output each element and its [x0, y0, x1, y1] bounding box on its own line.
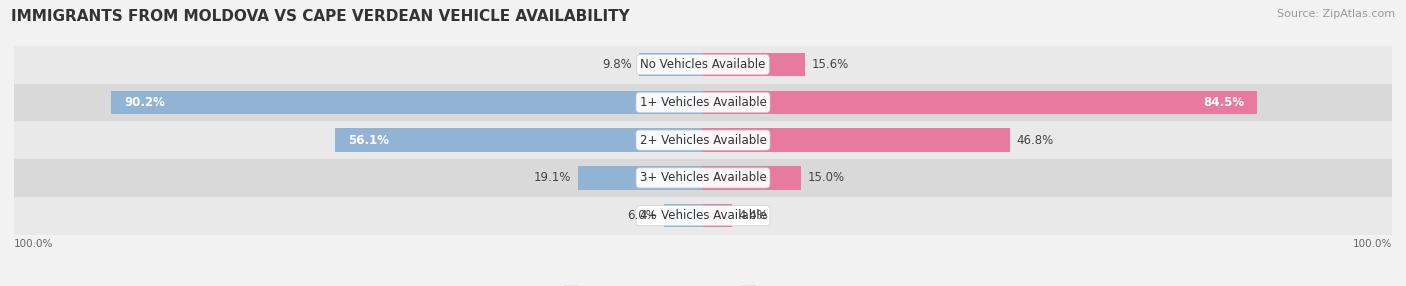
Bar [14, 121, 1392, 159]
Text: 4.4%: 4.4% [738, 209, 768, 222]
Text: 56.1%: 56.1% [349, 134, 389, 147]
Text: 3+ Vehicles Available: 3+ Vehicles Available [640, 171, 766, 184]
Text: 84.5%: 84.5% [1204, 96, 1244, 109]
Text: 6.0%: 6.0% [627, 209, 657, 222]
Bar [578, 166, 703, 190]
Bar [703, 166, 801, 190]
Legend: Immigrants from Moldova, Cape Verdean: Immigrants from Moldova, Cape Verdean [560, 281, 846, 286]
Bar [14, 197, 1392, 235]
Bar [703, 91, 1257, 114]
Bar [335, 128, 703, 152]
Bar [703, 204, 733, 227]
Bar [14, 159, 1392, 197]
Text: IMMIGRANTS FROM MOLDOVA VS CAPE VERDEAN VEHICLE AVAILABILITY: IMMIGRANTS FROM MOLDOVA VS CAPE VERDEAN … [11, 9, 630, 23]
Text: 2+ Vehicles Available: 2+ Vehicles Available [640, 134, 766, 147]
Bar [664, 204, 703, 227]
Text: 46.8%: 46.8% [1017, 134, 1054, 147]
Text: 15.6%: 15.6% [811, 58, 849, 71]
Bar [14, 84, 1392, 121]
Bar [14, 46, 1392, 84]
Bar [111, 91, 703, 114]
Text: 100.0%: 100.0% [1353, 239, 1392, 249]
Bar [638, 53, 703, 76]
Text: 9.8%: 9.8% [602, 58, 633, 71]
Text: Source: ZipAtlas.com: Source: ZipAtlas.com [1277, 9, 1395, 19]
Text: 19.1%: 19.1% [534, 171, 571, 184]
Bar [703, 128, 1010, 152]
Text: 1+ Vehicles Available: 1+ Vehicles Available [640, 96, 766, 109]
Text: 4+ Vehicles Available: 4+ Vehicles Available [640, 209, 766, 222]
Text: 15.0%: 15.0% [808, 171, 845, 184]
Text: No Vehicles Available: No Vehicles Available [640, 58, 766, 71]
Bar [703, 53, 806, 76]
Text: 90.2%: 90.2% [124, 96, 165, 109]
Text: 100.0%: 100.0% [14, 239, 53, 249]
